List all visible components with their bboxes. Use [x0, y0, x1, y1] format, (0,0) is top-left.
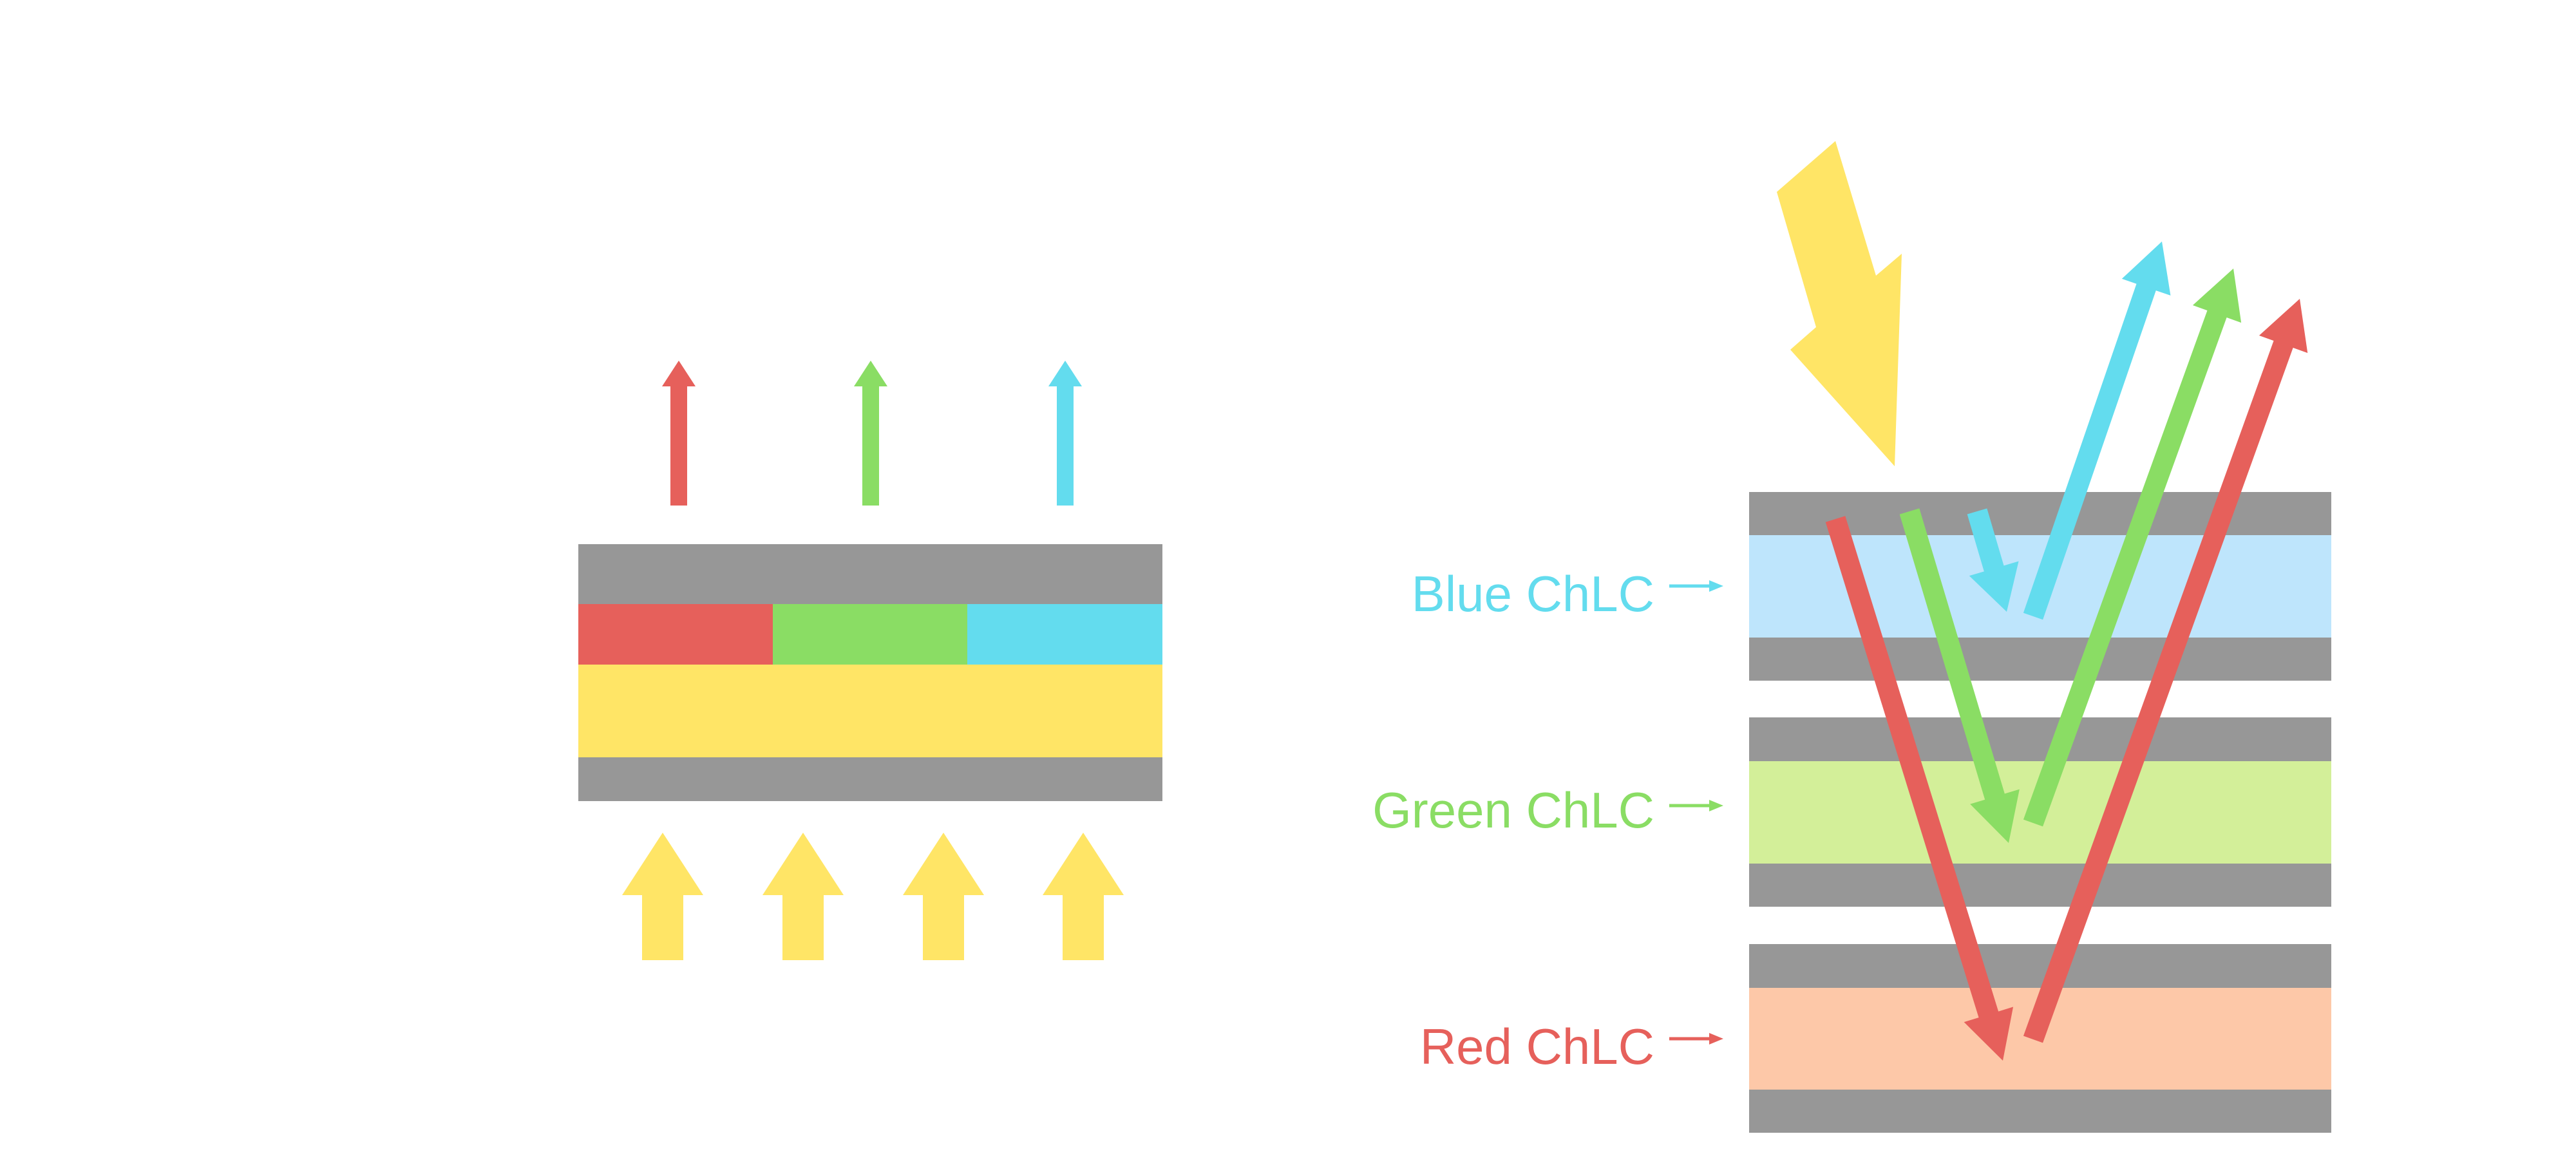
- blue-reflected-arrow: [2023, 241, 2171, 620]
- backlight-layer: [578, 665, 1162, 757]
- red-filter: [578, 604, 773, 665]
- red-reflected-arrow: [2023, 299, 2308, 1043]
- blue-chlc-label: Blue ChLC: [1412, 565, 1654, 622]
- red-incident-arrow: [1825, 516, 2014, 1061]
- backlight-arrow-4: [1043, 833, 1124, 960]
- red-label-pointer-arrow: [1669, 1033, 1723, 1045]
- blue-incident-arrow: [1967, 508, 2019, 612]
- green-incident-arrow: [1899, 508, 2020, 843]
- green-chlc-label: Green ChLC: [1372, 782, 1654, 838]
- top-substrate: [578, 544, 1162, 604]
- green-filter: [773, 604, 967, 665]
- filter-stack-diagram: [578, 361, 1162, 960]
- blue-filter: [967, 604, 1162, 665]
- green-top-substrate: [1749, 717, 2331, 761]
- chlc-stack-diagram: Blue ChLC Green ChLC Red ChLC: [1372, 141, 2331, 1133]
- green-label-pointer-arrow: [1669, 800, 1723, 811]
- red-chlc-label: Red ChLC: [1420, 1018, 1654, 1075]
- red-emitted-arrow: [662, 361, 696, 506]
- red-top-substrate: [1749, 944, 2331, 988]
- blue-bottom-substrate: [1749, 638, 2331, 681]
- backlight-arrow-3: [903, 833, 984, 960]
- green-bottom-substrate: [1749, 864, 2331, 907]
- bottom-substrate: [578, 757, 1162, 801]
- backlight-arrow-1: [622, 833, 703, 960]
- incident-light-arrow: [1777, 141, 1902, 466]
- blue-emitted-arrow: [1048, 361, 1082, 506]
- green-reflected-arrow: [2023, 269, 2242, 827]
- red-bottom-substrate: [1749, 1090, 2331, 1133]
- green-emitted-arrow: [854, 361, 887, 506]
- blue-label-pointer-arrow: [1669, 580, 1723, 592]
- backlight-arrow-2: [762, 833, 844, 960]
